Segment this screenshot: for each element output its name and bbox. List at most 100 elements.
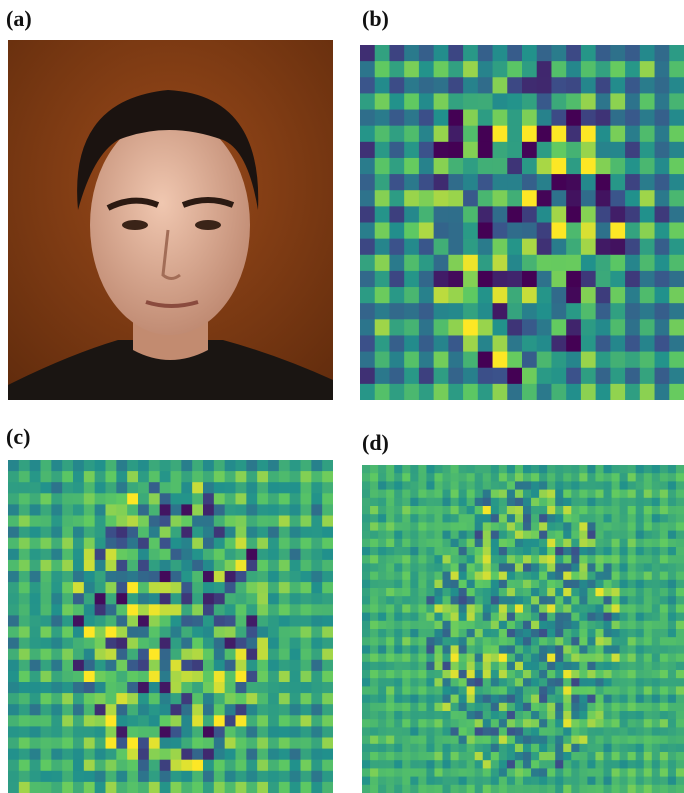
feature-cell — [301, 638, 312, 650]
feature-cell — [73, 493, 84, 505]
feature-cell — [443, 563, 452, 572]
feature-cell — [499, 686, 508, 695]
feature-cell — [478, 303, 493, 320]
feature-cell — [669, 77, 684, 94]
feature-cell — [268, 738, 279, 750]
feature-cell — [493, 61, 508, 78]
feature-cell — [8, 615, 19, 627]
feature-cell — [8, 493, 19, 505]
feature-cell — [571, 572, 580, 581]
feature-cell — [467, 703, 476, 712]
feature-cell — [51, 638, 62, 650]
feature-cell — [214, 615, 225, 627]
feature-cell — [515, 695, 524, 704]
feature-cell — [475, 768, 484, 777]
feature-cell — [537, 271, 552, 288]
feature-cell — [116, 560, 127, 572]
feature-cell — [443, 539, 452, 548]
feature-cell — [652, 752, 661, 761]
feature-cell — [655, 45, 670, 62]
feature-cell — [378, 555, 387, 564]
feature-cell — [322, 493, 333, 505]
feature-cell — [51, 615, 62, 627]
feature-cell — [475, 645, 484, 654]
feature-cell — [612, 596, 621, 605]
feature-cell — [8, 660, 19, 672]
feature-cell — [668, 506, 677, 515]
feature-cell — [587, 768, 596, 777]
feature-cell — [127, 493, 138, 505]
feature-cell — [499, 719, 508, 728]
feature-cell — [434, 303, 449, 320]
feature-cell — [636, 621, 645, 630]
feature-cell — [499, 596, 508, 605]
feature-cell — [669, 174, 684, 191]
feature-cell — [537, 335, 552, 352]
feature-cell — [386, 719, 395, 728]
feature-cell — [587, 596, 596, 605]
feature-cell — [640, 319, 655, 336]
feature-cell — [531, 563, 540, 572]
feature-cell — [587, 686, 596, 695]
feature-cell — [51, 782, 62, 793]
feature-cell — [636, 613, 645, 622]
feature-cell — [652, 555, 661, 564]
feature-cell — [515, 727, 524, 736]
feature-cell — [499, 777, 508, 786]
feature-cell — [620, 613, 629, 622]
feature-cell — [655, 223, 670, 240]
feature-cell — [555, 678, 564, 687]
feature-cell — [138, 715, 149, 727]
feature-cell — [579, 736, 588, 745]
feature-cell — [268, 749, 279, 761]
feature-cell — [459, 629, 468, 638]
feature-cell — [443, 473, 452, 482]
feature-cell — [418, 473, 427, 482]
feature-cell — [214, 704, 225, 716]
feature-cell — [375, 126, 390, 143]
feature-cell — [547, 506, 556, 515]
feature-cell — [8, 649, 19, 661]
feature-cell — [84, 782, 95, 793]
feature-cell — [636, 547, 645, 556]
feature-cell — [434, 255, 449, 272]
feature-cell — [499, 522, 508, 531]
feature-cell — [434, 645, 443, 654]
feature-cell — [30, 749, 41, 761]
feature-cell — [160, 527, 171, 539]
feature-cell — [386, 752, 395, 761]
feature-cell — [531, 695, 540, 704]
feature-cell — [257, 749, 268, 761]
feature-cell — [394, 711, 403, 720]
feature-cell — [652, 670, 661, 679]
feature-cell — [402, 522, 411, 531]
feature-cell — [322, 771, 333, 783]
feature-cell — [375, 190, 390, 207]
feature-cell — [181, 504, 192, 516]
feature-cell — [434, 126, 449, 143]
feature-cell — [322, 549, 333, 561]
feature-cell — [628, 654, 637, 663]
feature-cell — [236, 471, 247, 483]
feature-cell — [246, 571, 257, 583]
feature-cell — [451, 727, 460, 736]
feature-cell — [604, 473, 613, 482]
feature-cell — [475, 555, 484, 564]
feature-cell — [579, 629, 588, 638]
feature-cell — [311, 693, 322, 705]
feature-cell — [360, 190, 375, 207]
feature-cell — [378, 719, 387, 728]
feature-cell — [620, 703, 629, 712]
feature-cell — [84, 649, 95, 661]
feature-cell — [268, 671, 279, 683]
feature-cell — [579, 580, 588, 589]
feature-cell — [610, 384, 625, 400]
feature-cell — [515, 481, 524, 490]
feature-cell — [475, 670, 484, 679]
feature-cell — [434, 514, 443, 523]
feature-cell — [95, 604, 106, 616]
feature-cell — [587, 760, 596, 769]
feature-cell — [595, 760, 604, 769]
feature-cell — [523, 744, 532, 753]
feature-cell — [418, 752, 427, 761]
